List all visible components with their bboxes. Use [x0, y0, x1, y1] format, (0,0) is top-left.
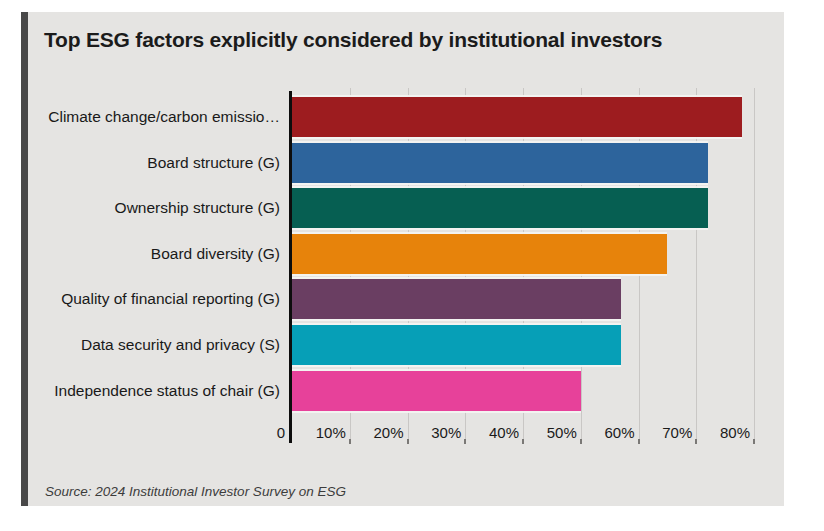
- category-label: Quality of financial reporting (G): [28, 279, 280, 319]
- x-tick-label: 80%: [690, 424, 750, 442]
- category-label: Ownership structure (G): [28, 188, 280, 228]
- x-tick-label: 20%: [344, 424, 404, 442]
- x-tick-label: 30%: [401, 424, 461, 442]
- x-tick-label: 0: [225, 424, 285, 442]
- chart-card: Top ESG factors explicitly considered by…: [21, 12, 784, 506]
- gridline-80: [754, 88, 755, 443]
- bar-segment: [292, 371, 581, 411]
- category-label: Board structure (G): [28, 143, 280, 183]
- x-tick-label: 60%: [575, 424, 635, 442]
- bar-segment: [292, 234, 667, 274]
- x-tick-mark: [753, 439, 755, 444]
- bar-chart: Climate change/carbon emissio… Board stru…: [28, 12, 784, 506]
- category-label: Board diversity (G): [28, 234, 280, 274]
- bar-segment: [292, 279, 621, 319]
- bar-segment: [292, 325, 621, 365]
- x-tick-label: 40%: [459, 424, 519, 442]
- bar-segment: [292, 143, 708, 183]
- category-label: Independence status of chair (G): [28, 371, 280, 411]
- x-tick-label: 70%: [632, 424, 692, 442]
- source-note: Source: 2024 Institutional Investor Surv…: [45, 484, 346, 499]
- bar-segment: [292, 188, 708, 228]
- bar-segment: [292, 97, 742, 137]
- gridline-70: [696, 88, 697, 443]
- x-tick-label: 50%: [517, 424, 577, 442]
- category-label: Climate change/carbon emissio…: [28, 97, 280, 137]
- category-label: Data security and privacy (S): [28, 325, 280, 365]
- x-tick-label: 10%: [286, 424, 346, 442]
